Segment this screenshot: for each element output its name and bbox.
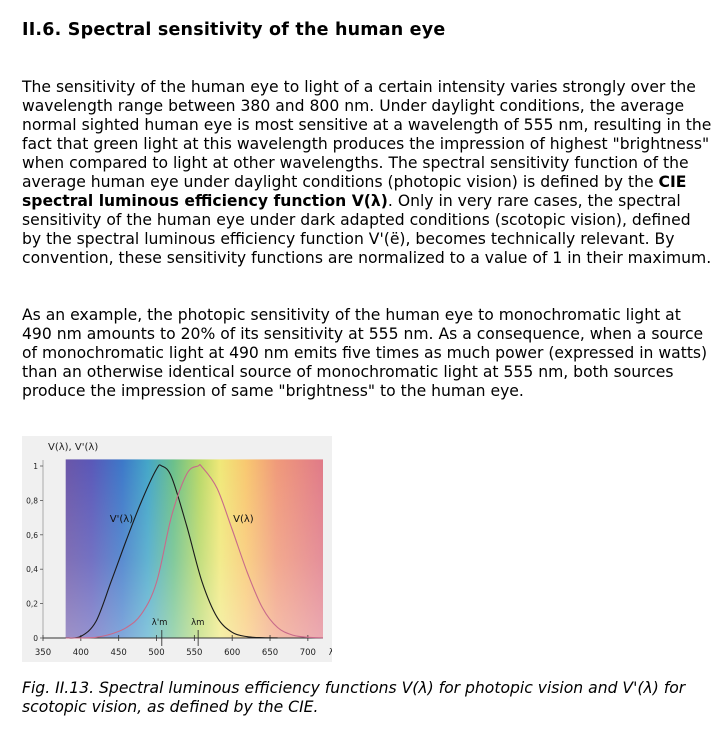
x-tick-label: 350: [35, 648, 51, 658]
scotopic-curve: [65, 464, 278, 639]
y-tick-label: 1: [33, 462, 38, 471]
y-tick-label: 0,8: [26, 496, 38, 505]
sensitivity-figure: 350 400 450 500 550 600 650 700 λ[nm] 0 0,2 0,4 0,6 0…: [22, 436, 354, 662]
y-tick-label: 0,2: [26, 600, 38, 609]
figure-caption: Fig. II.13. Spectral luminous efficiency…: [22, 679, 686, 716]
series-label: V'(λ): [110, 514, 133, 525]
photopic-curve: [65, 464, 324, 639]
x-tick-label: 450: [111, 648, 127, 658]
y-axis-label: V(λ), V'(λ): [48, 442, 98, 453]
y-tick-label: 0: [33, 634, 38, 643]
peak-label: λ'm: [152, 618, 168, 628]
paragraph-text: . Only in very rare cases, the spectral …: [22, 192, 712, 267]
x-tick-label: 400: [73, 648, 89, 658]
section-title: II.6. Spectral sensitivity of the human …: [22, 20, 446, 40]
peak-label: λm: [191, 618, 204, 628]
series-label: V(λ): [233, 514, 254, 525]
sensitivity-chart: 350 400 450 500 550 600 650 700 λ[nm] 0 0,2 0,4 0,6 0…: [22, 436, 354, 662]
x-tick-label: 650: [262, 648, 278, 658]
x-tick-label: 700: [300, 648, 316, 658]
x-axis-label: λ[nm]: [329, 648, 332, 658]
y-tick-label: 0,6: [26, 531, 38, 540]
paragraph-photopic-intro: The sensitivity of the human eye to ligh…: [22, 78, 712, 268]
paragraph-example: As an example, the photopic sensitivity …: [22, 306, 708, 400]
y-tick-label: 0,4: [26, 565, 38, 574]
x-tick-label: 550: [186, 648, 202, 658]
paragraph-text: The sensitivity of the human eye to ligh…: [22, 78, 712, 191]
cie-function-term: CIE spectral luminous efficiency functio…: [22, 173, 687, 210]
spectrum-fade: [65, 459, 323, 638]
x-tick-label: 500: [148, 648, 164, 658]
x-tick-label: 600: [224, 648, 240, 658]
